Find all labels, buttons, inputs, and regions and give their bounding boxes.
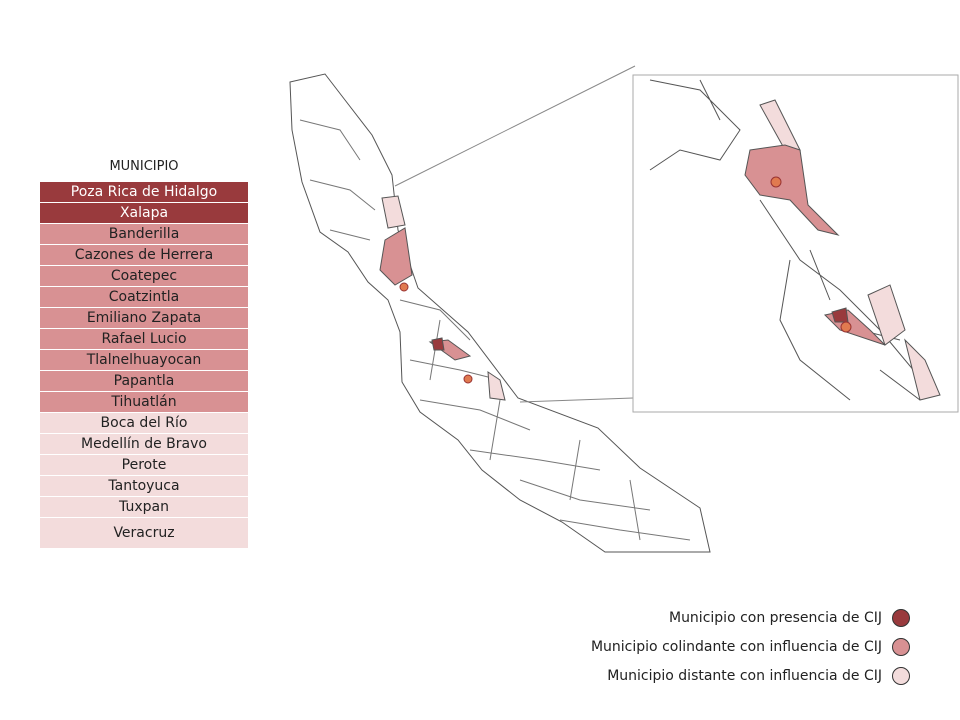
table-row: Papantla (40, 371, 248, 391)
table-row: Medellín de Bravo (40, 434, 248, 454)
table-row: Tihuatlán (40, 392, 248, 412)
table-row: Perote (40, 455, 248, 475)
region-light (381, 195, 406, 229)
table-row: Rafael Lucio (40, 329, 248, 349)
table-row: Tlalnelhuayocan (40, 350, 248, 370)
table-row: Emiliano Zapata (40, 308, 248, 328)
legend-label: Municipio colindante con influencia de C… (590, 638, 882, 655)
table-row: Boca del Río (40, 413, 248, 433)
table-header: MUNICIPIO (109, 159, 179, 174)
marker (463, 374, 473, 384)
inset-frame (632, 74, 959, 413)
marker (399, 282, 409, 292)
table-row: Tantoyuca (40, 476, 248, 496)
legend-item: Municipio distante con influencia de CIJ (591, 661, 910, 690)
table-row: Veracruz (40, 518, 248, 548)
inset-medium (744, 144, 840, 236)
inset-lines (649, 79, 931, 401)
legend-swatch (892, 637, 910, 656)
region-light (487, 371, 506, 401)
inset-light (904, 338, 941, 401)
table-row: Coatepec (40, 266, 248, 286)
municipal-lines (299, 119, 691, 541)
table-row: Poza Rica de Hidalgo (40, 182, 248, 202)
legend-swatch (892, 608, 910, 627)
table-row: Tuxpan (40, 497, 248, 517)
table-row: Xalapa (40, 203, 248, 223)
marker (840, 321, 852, 333)
region-medium (379, 227, 413, 286)
legend-label: Municipio distante con influencia de CIJ (607, 667, 882, 684)
table-row: Coatzintla (40, 287, 248, 307)
table-row: Cazones de Herrera (40, 245, 248, 265)
municipality-table: MUNICIPIO Poza Rica de Hidalgo Xalapa Band… (40, 156, 248, 549)
region-dark (431, 337, 445, 351)
inset-light (867, 284, 906, 346)
marker (770, 176, 782, 188)
legend-label: Municipio con presencia de CIJ (668, 609, 882, 626)
zoom-line (394, 65, 636, 187)
legend-item: Municipio con presencia de CIJ (591, 603, 910, 632)
table-row: Banderilla (40, 224, 248, 244)
zoom-line (519, 397, 634, 403)
legend: Municipio con presencia de CIJ Municipio … (591, 603, 910, 690)
legend-swatch (892, 666, 910, 685)
legend-item: Municipio colindante con influencia de C… (591, 632, 910, 661)
